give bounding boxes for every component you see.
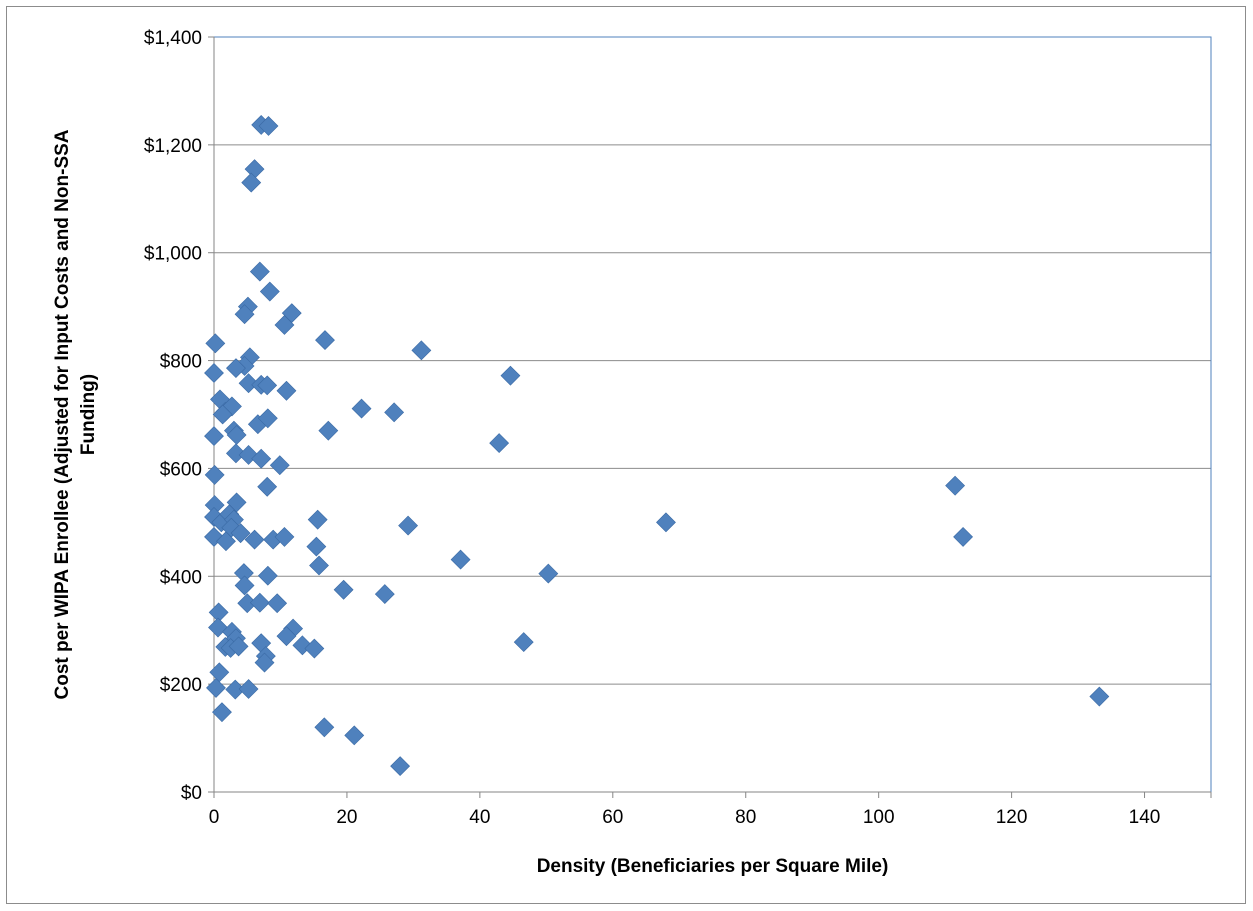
x-tick-label-3: 60 [602,807,623,828]
data-point [304,638,325,659]
x-tick-label-4: 80 [735,807,756,828]
data-point [257,375,278,396]
data-point [212,404,233,425]
y-tick-label-4: $800 [160,352,202,373]
y-tick-label-6: $1,200 [144,136,202,157]
y-axis-title: Cost per WIPA Enrollee (Adjusted for Inp… [52,129,99,699]
data-point [538,563,559,584]
data-point [513,632,534,653]
y-tick-label-3: $600 [160,459,202,480]
data-point [333,579,354,600]
data-point [244,159,265,180]
x-tick-label-5: 100 [863,807,895,828]
data-point [306,536,327,557]
data-point [249,592,270,613]
data-point [244,529,265,550]
data-point [257,565,278,586]
data-point [274,526,295,547]
y-tick-label-7: $1,400 [144,28,202,49]
x-tick-label-2: 40 [469,807,490,828]
data-point [500,365,521,386]
y-axis-title-line-1: Cost per WIPA Enrollee (Adjusted for Inp… [52,129,73,699]
data-point [384,402,405,423]
data-point [205,333,226,354]
data-point [204,426,224,446]
data-point [258,116,279,136]
data-point [230,523,251,544]
y-tick-label-1: $200 [160,675,202,696]
y-tick-label-5: $1,000 [144,244,202,265]
x-tick-label-1: 20 [336,807,357,828]
data-point [656,512,676,533]
data-point [249,261,270,282]
data-point [344,725,365,746]
x-tick-label-6: 120 [996,807,1028,828]
data-point [209,662,230,683]
data-point [309,555,329,576]
data-point [234,575,255,596]
x-tick-labels: 0 20 40 60 80 100 120 140 [209,807,1161,828]
data-point [276,626,297,647]
data-point [315,330,335,351]
data-point [411,340,432,361]
data-point [1089,686,1110,707]
data-point [398,515,419,536]
data-point [257,476,278,497]
data-point [314,717,335,738]
data-point [374,584,395,605]
data-point [450,549,471,570]
data-point [238,373,259,394]
data-point [259,281,280,302]
x-tick-label-7: 140 [1129,807,1161,828]
data-point [204,464,225,485]
data-point [216,531,236,552]
data-point [274,315,295,335]
data-point [276,380,297,401]
data-point [241,172,262,193]
y-axis-title-line-2: Funding) [78,374,99,455]
chart-frame [6,6,1246,904]
gridlines [214,36,1211,685]
data-point [307,509,328,530]
data-point [204,363,224,383]
data-point [206,677,226,698]
data-point [351,398,372,419]
data-point [234,304,255,325]
data-point [269,455,290,476]
y-tick-labels: $0 $200 $400 $600 $800 $1,000 $1,200 $1,400 [144,28,202,804]
y-tick-label-2: $400 [160,567,202,588]
data-points [204,114,1110,777]
data-point [226,358,246,379]
data-point [953,526,974,547]
data-point [489,433,510,454]
data-point [251,448,272,469]
data-point [318,420,339,441]
data-point [254,652,275,673]
data-point [945,475,966,496]
data-point [257,408,278,429]
data-point [390,756,411,777]
data-point [238,679,259,699]
y-tick-label-0: $0 [181,783,202,804]
data-point [228,636,249,657]
data-point [267,593,288,614]
data-point [226,443,246,464]
x-tick-label-0: 0 [209,807,220,828]
data-point [212,702,232,723]
x-axis-title: Density (Beneficiaries per Square Mile) [537,856,889,877]
